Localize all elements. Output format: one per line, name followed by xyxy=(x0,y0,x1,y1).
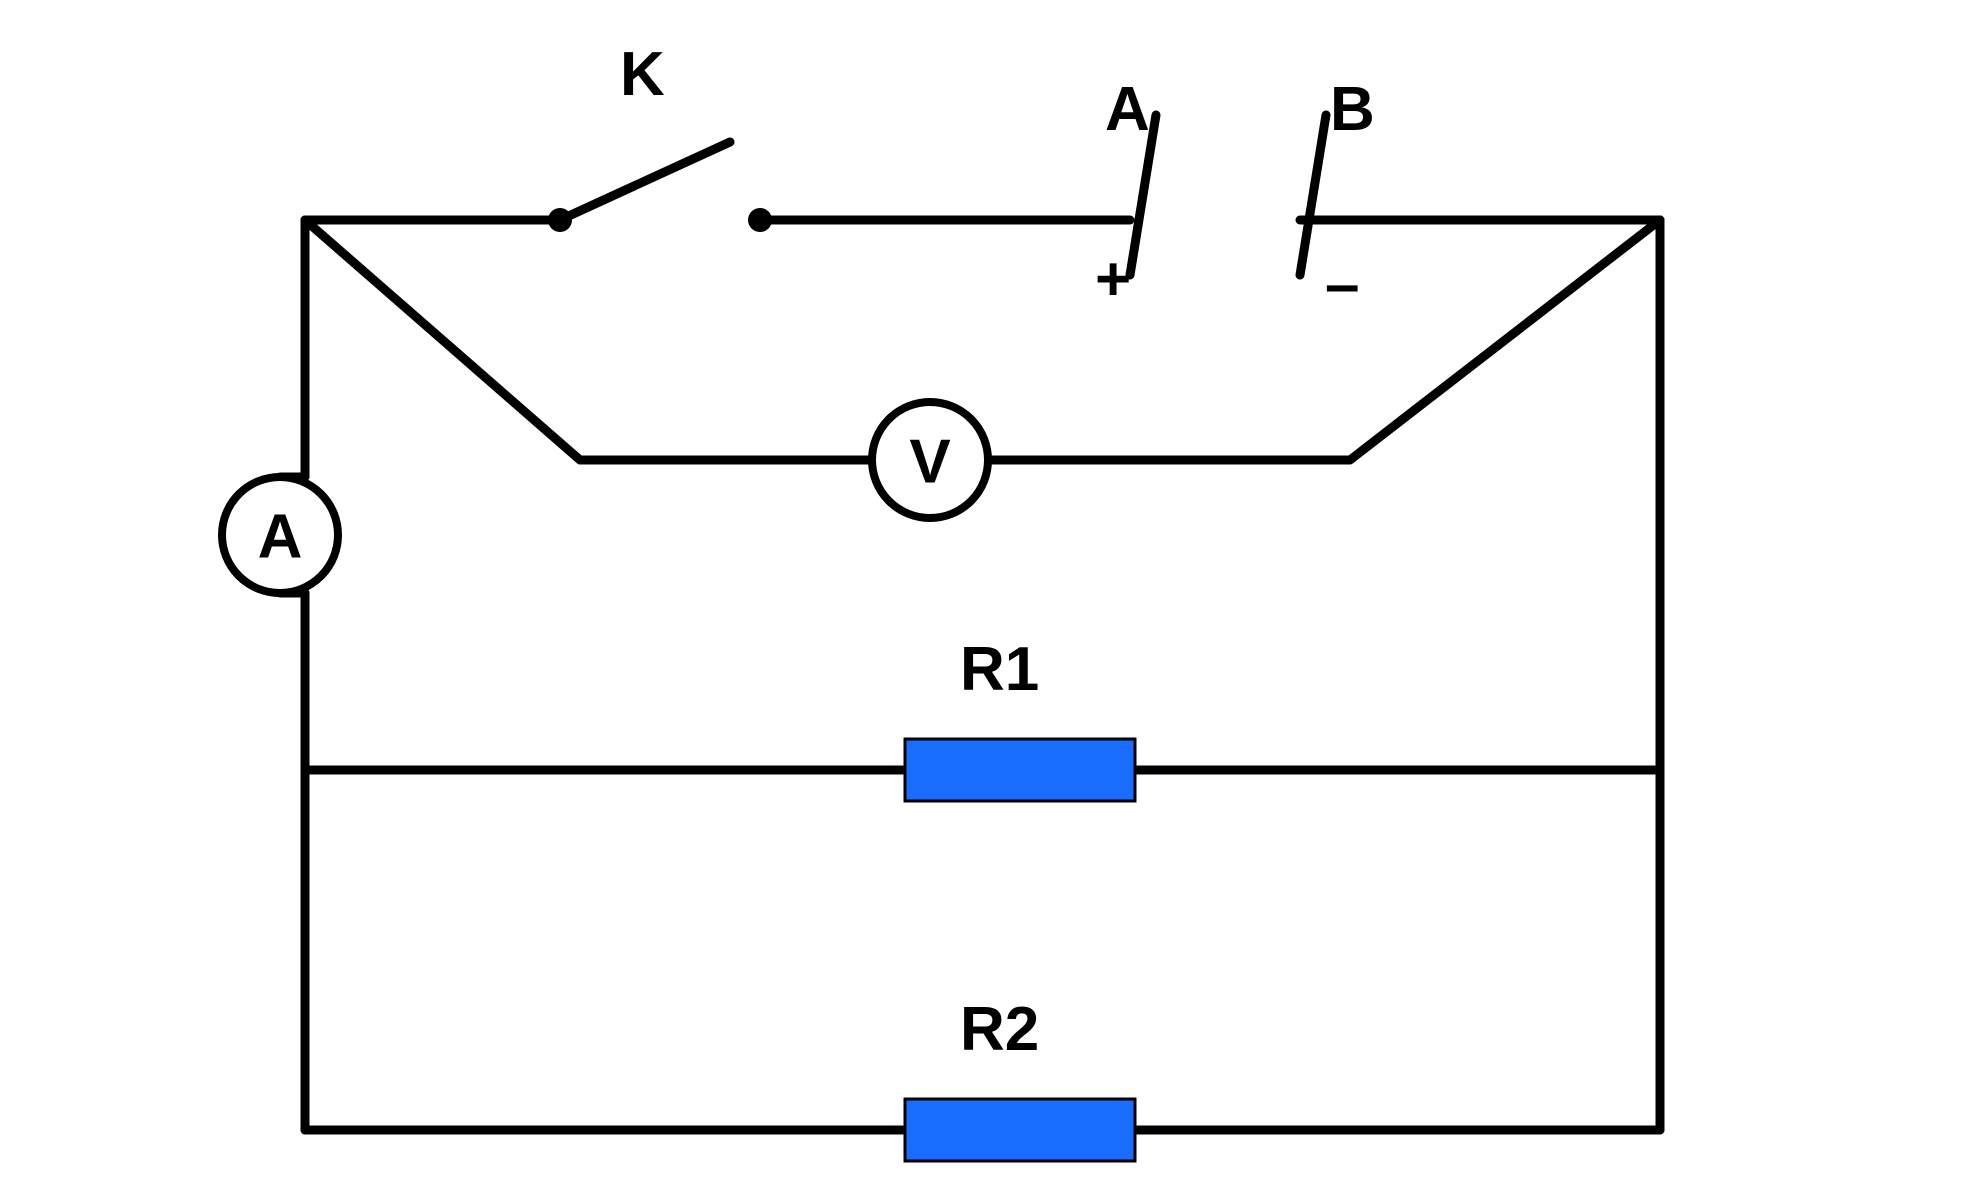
resistor-R1: R1 xyxy=(905,635,1135,801)
resistor-label-R2: R2 xyxy=(960,995,1039,1064)
resistor-layer: R1 R2 xyxy=(905,635,1135,1161)
diagram-container: K + – A B V A R1 R2 xyxy=(0,0,1969,1181)
battery-terminal-A-label: A xyxy=(1105,75,1150,144)
circuit-diagram: K + – A B V A R1 R2 xyxy=(0,0,1969,1181)
battery-AB xyxy=(1130,115,1326,275)
voltmeter-letter: V xyxy=(909,428,950,497)
switch-K xyxy=(548,142,772,232)
resistor-label-R1: R1 xyxy=(960,635,1039,704)
battery-terminal-B-label: B xyxy=(1330,75,1375,144)
battery-plus-sign: + xyxy=(1095,245,1131,314)
battery-minus-sign: – xyxy=(1325,250,1359,319)
resistor-R2: R2 xyxy=(905,995,1135,1161)
voltmeter: V xyxy=(872,402,988,518)
switch-label: K xyxy=(620,40,665,109)
ammeter-letter: A xyxy=(258,503,303,572)
ammeter: A xyxy=(222,477,338,593)
